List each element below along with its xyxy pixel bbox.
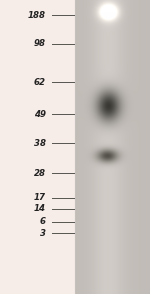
Text: 38: 38 [34, 139, 46, 148]
Text: 14: 14 [34, 204, 46, 213]
Text: 62: 62 [34, 78, 46, 87]
Text: 49: 49 [34, 110, 46, 118]
Text: 6: 6 [40, 218, 46, 226]
Text: 17: 17 [34, 193, 46, 202]
Bar [75, 0, 150, 294]
Text: 188: 188 [28, 11, 46, 20]
Text: 28: 28 [34, 169, 46, 178]
Bar [0, 0, 75, 294]
Text: 3: 3 [40, 229, 46, 238]
Text: 98: 98 [34, 39, 46, 48]
